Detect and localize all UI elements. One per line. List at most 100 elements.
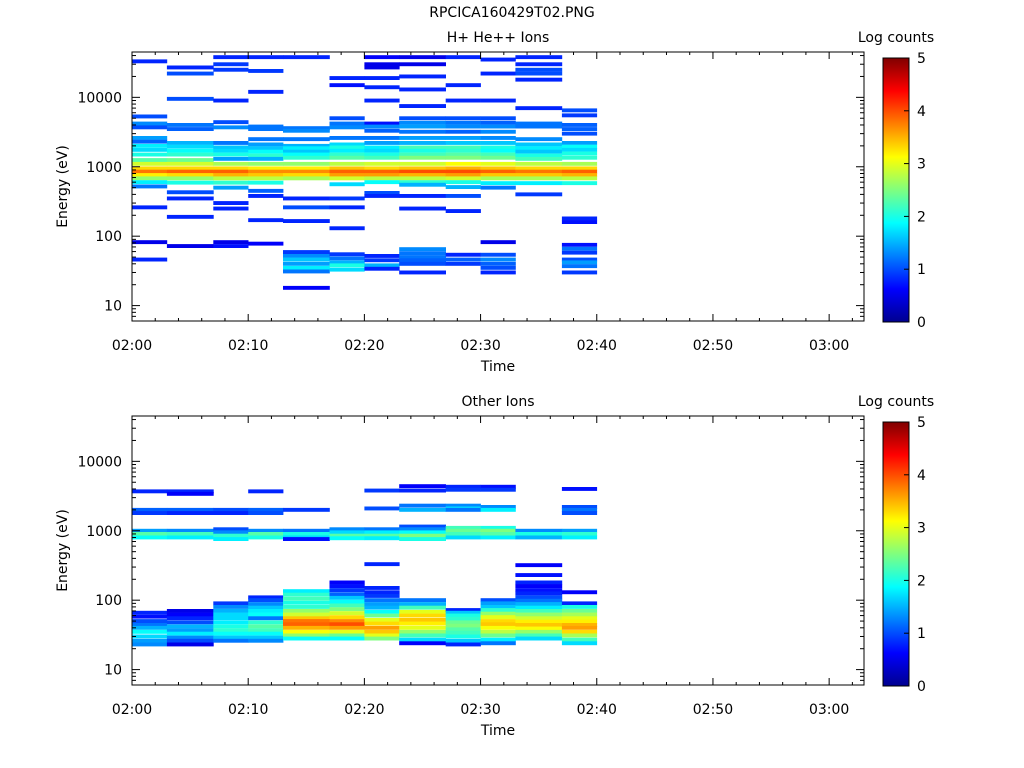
data-cell: [364, 562, 400, 567]
data-cell: [445, 627, 481, 632]
data-cell: [480, 129, 516, 134]
data-cell: [445, 148, 481, 153]
data-cell: [283, 128, 330, 133]
data-cell: [132, 173, 168, 177]
data-cell: [132, 180, 168, 185]
data-cell: [399, 537, 446, 541]
data-cell: [213, 628, 249, 633]
data-cell: [515, 106, 563, 111]
data-cell: [561, 601, 598, 606]
data-cell: [248, 153, 284, 158]
data-cell: [329, 226, 365, 231]
data-cell: [329, 161, 365, 166]
data-cell: [561, 216, 598, 221]
data-cell: [248, 616, 284, 621]
data-cell: [561, 633, 598, 638]
x-axis-label: Time: [480, 723, 515, 739]
data-cell: [132, 114, 168, 119]
data-cell: [399, 74, 446, 79]
data-cell: [166, 489, 214, 494]
data-cell: [248, 507, 284, 512]
data-cell: [445, 634, 481, 639]
data-cell: [364, 152, 400, 157]
data-cell: [166, 635, 214, 640]
data-cell: [561, 127, 598, 131]
data-cell: [445, 610, 481, 615]
data-cell: [283, 176, 330, 181]
data-cell: [399, 618, 446, 622]
data-cell: [480, 161, 516, 166]
data-cell: [329, 136, 365, 140]
data-cell: [445, 261, 481, 266]
data-cell: [213, 166, 249, 171]
data-cell: [329, 121, 365, 126]
colorbar-tick-label: 3: [917, 157, 926, 173]
data-cell: [166, 638, 214, 643]
data-cell: [132, 240, 168, 245]
data-cell: [283, 250, 330, 254]
data-cell: [213, 533, 249, 538]
colorbar-label: Log counts: [858, 30, 934, 46]
data-cell: [445, 169, 481, 174]
data-cell: [399, 261, 446, 266]
data-cell: [132, 169, 168, 174]
data-cell: [399, 621, 446, 626]
data-cell: [445, 613, 481, 618]
colorbar-tick-label: 1: [917, 626, 926, 642]
x-tick-label: 02:50: [693, 338, 733, 354]
data-cell: [561, 641, 598, 646]
data-cell: [561, 131, 598, 136]
data-cell: [213, 173, 249, 177]
data-cell: [515, 532, 563, 536]
data-cell: [166, 141, 214, 145]
data-cell: [364, 530, 400, 535]
data-cell: [132, 614, 168, 619]
data-cell: [248, 605, 284, 610]
data-cell: [132, 634, 168, 639]
data-cell: [561, 487, 598, 491]
data-cell: [515, 77, 563, 82]
data-cell: [248, 612, 284, 617]
data-cell: [329, 603, 365, 608]
data-cell: [364, 605, 400, 610]
data-cell: [283, 622, 330, 627]
data-cell: [248, 532, 284, 536]
data-cell: [132, 59, 168, 64]
colorbar-tick-label: 2: [917, 209, 926, 225]
colorbar-tick-label: 3: [917, 521, 926, 537]
data-cell: [399, 206, 446, 211]
data-cell: [515, 528, 563, 533]
data-cell: [364, 121, 400, 126]
data-cell: [515, 169, 563, 174]
data-cell: [364, 609, 400, 614]
data-cell: [561, 260, 598, 265]
data-cell: [364, 613, 400, 618]
data-cell: [166, 169, 214, 174]
data-cell: [480, 608, 516, 612]
data-cell: [329, 625, 365, 630]
data-cell: [515, 137, 563, 142]
data-cell: [166, 244, 214, 248]
data-cell: [480, 145, 516, 150]
data-cell: [445, 129, 481, 134]
data-cell: [480, 637, 516, 642]
data-cell: [283, 537, 330, 541]
data-cell: [561, 144, 598, 149]
data-cell: [213, 244, 249, 248]
data-cell: [561, 155, 598, 160]
data-cell: [166, 642, 214, 647]
data-cell: [480, 176, 516, 181]
data-cell: [166, 616, 214, 621]
data-cell: [445, 209, 481, 213]
data-cell: [132, 528, 168, 533]
data-cell: [561, 605, 598, 609]
data-cell: [213, 631, 249, 636]
data-cell: [248, 124, 284, 129]
data-cell: [329, 615, 365, 620]
colorbar-tick-label: 1: [917, 262, 926, 278]
panel-2: 02:00 02:10 02:20 02:30 02:40 02:50 03:0010100…: [55, 394, 934, 739]
data-cell: [283, 55, 330, 60]
x-tick-label: 02:10: [228, 338, 268, 354]
data-cell: [445, 642, 481, 647]
data-cell: [480, 525, 516, 530]
